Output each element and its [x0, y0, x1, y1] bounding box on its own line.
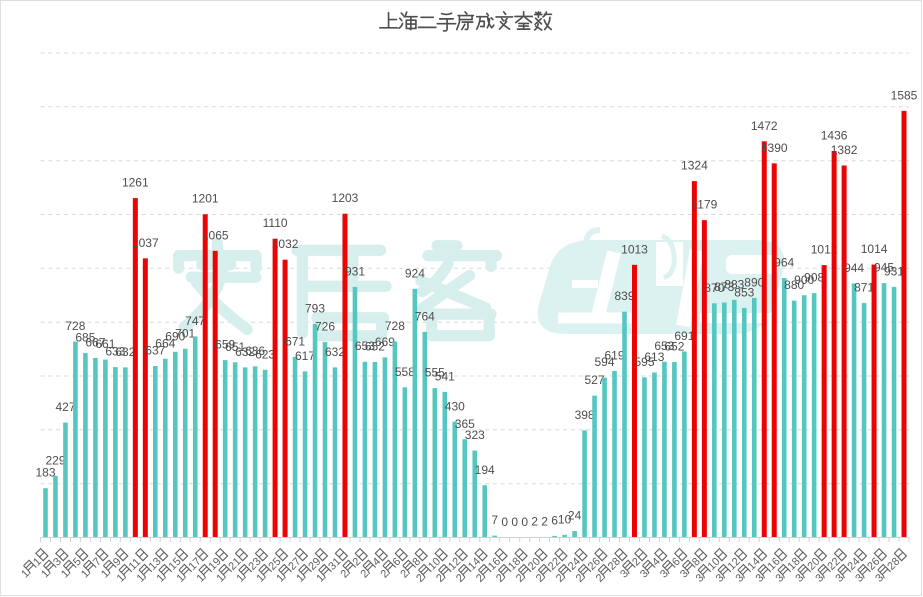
svg-text:728: 728 [385, 319, 405, 333]
svg-text:6: 6 [551, 513, 558, 527]
svg-text:1382: 1382 [831, 143, 858, 157]
svg-text:908: 908 [804, 271, 824, 285]
svg-text:883: 883 [724, 277, 744, 291]
svg-text:659: 659 [215, 338, 235, 352]
svg-text:1261: 1261 [122, 176, 149, 190]
svg-text:633: 633 [105, 345, 125, 359]
svg-text:764: 764 [415, 309, 435, 323]
svg-text:931: 931 [884, 264, 904, 278]
svg-text:964: 964 [774, 256, 794, 270]
svg-text:632: 632 [325, 345, 345, 359]
svg-text:924: 924 [405, 266, 425, 280]
svg-text:623: 623 [255, 347, 275, 361]
svg-text:664: 664 [155, 336, 175, 350]
svg-text:0: 0 [521, 515, 528, 529]
svg-text:671: 671 [285, 334, 305, 348]
svg-text:1201: 1201 [192, 192, 219, 206]
svg-text:691: 691 [674, 329, 694, 343]
svg-text:1203: 1203 [332, 191, 359, 205]
svg-text:10: 10 [558, 512, 572, 526]
svg-text:430: 430 [445, 399, 465, 413]
svg-text:1032: 1032 [272, 237, 299, 251]
svg-text:636: 636 [245, 344, 265, 358]
svg-text:1324: 1324 [681, 159, 708, 173]
svg-text:1013: 1013 [621, 242, 648, 256]
svg-text:653: 653 [355, 339, 375, 353]
svg-text:365: 365 [455, 417, 475, 431]
svg-text:7: 7 [491, 513, 498, 527]
svg-text:24: 24 [568, 509, 582, 523]
svg-text:793: 793 [305, 302, 325, 316]
svg-text:1037: 1037 [132, 236, 159, 250]
svg-text:183: 183 [35, 466, 55, 480]
svg-text:871: 871 [854, 281, 874, 295]
svg-text:685: 685 [75, 331, 95, 345]
svg-text:701: 701 [175, 326, 195, 340]
svg-text:613: 613 [644, 350, 664, 364]
svg-text:931: 931 [345, 264, 365, 278]
svg-text:632: 632 [115, 345, 135, 359]
svg-text:637: 637 [145, 344, 165, 358]
svg-text:194: 194 [475, 463, 495, 477]
svg-text:619: 619 [604, 348, 624, 362]
svg-text:1472: 1472 [751, 119, 778, 133]
svg-text:661: 661 [95, 337, 115, 351]
svg-text:900: 900 [794, 273, 814, 287]
svg-text:873: 873 [714, 280, 734, 294]
svg-text:880: 880 [784, 278, 804, 292]
svg-text:323: 323 [465, 428, 485, 442]
svg-text:1179: 1179 [691, 198, 717, 212]
svg-text:1110: 1110 [263, 216, 288, 230]
svg-text:1014: 1014 [861, 242, 888, 256]
svg-text:669: 669 [375, 335, 395, 349]
svg-text:527: 527 [584, 373, 604, 387]
svg-text:0: 0 [511, 515, 518, 529]
svg-text:594: 594 [594, 355, 614, 369]
svg-text:653: 653 [654, 339, 674, 353]
svg-text:853: 853 [734, 285, 754, 299]
svg-text:890: 890 [744, 275, 764, 289]
svg-text:651: 651 [225, 340, 245, 354]
svg-text:667: 667 [85, 336, 105, 350]
svg-text:595: 595 [634, 355, 654, 369]
svg-text:2: 2 [531, 515, 538, 529]
svg-text:1065: 1065 [202, 228, 229, 242]
svg-text:652: 652 [365, 340, 385, 354]
svg-text:652: 652 [664, 340, 684, 354]
svg-text:728: 728 [65, 319, 85, 333]
svg-text:690: 690 [165, 329, 185, 343]
svg-text:541: 541 [435, 369, 455, 383]
svg-text:1436: 1436 [821, 129, 848, 143]
svg-text:558: 558 [395, 365, 415, 379]
svg-text:555: 555 [425, 366, 445, 380]
svg-text:1012: 1012 [811, 243, 838, 257]
svg-text:1390: 1390 [761, 141, 788, 155]
svg-text:1585: 1585 [891, 88, 918, 102]
svg-text:0: 0 [501, 515, 508, 529]
svg-text:726: 726 [315, 320, 335, 334]
svg-text:617: 617 [295, 349, 315, 363]
svg-text:944: 944 [844, 261, 864, 275]
svg-text:839: 839 [614, 289, 634, 303]
svg-text:632: 632 [235, 345, 255, 359]
svg-text:427: 427 [55, 400, 75, 414]
svg-text:398: 398 [575, 408, 595, 422]
svg-text:2: 2 [541, 515, 548, 529]
svg-text:747: 747 [185, 314, 205, 328]
svg-text:870: 870 [704, 281, 724, 295]
svg-text:945: 945 [874, 261, 894, 275]
svg-text:229: 229 [45, 453, 65, 467]
